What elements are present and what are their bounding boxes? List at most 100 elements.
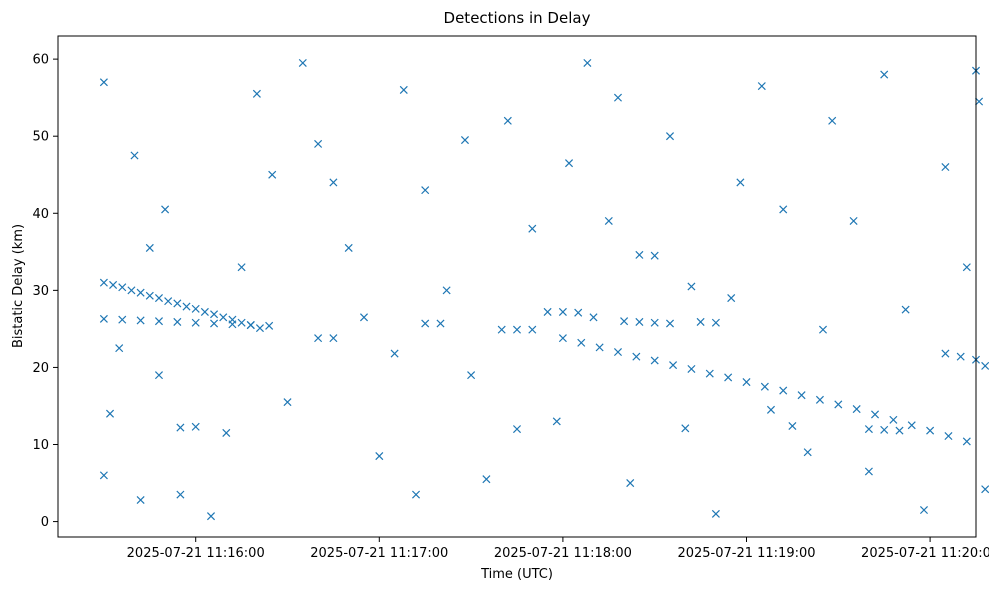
data-point (681, 424, 690, 433)
data-point (154, 294, 164, 303)
data-point (344, 243, 353, 252)
data-point (136, 316, 145, 325)
data-point (145, 243, 154, 252)
data-point (219, 313, 228, 322)
data-point (577, 338, 586, 347)
data-point (118, 315, 127, 324)
y-tick-label: 60 (32, 53, 49, 68)
data-point (650, 356, 659, 365)
data-point (975, 97, 984, 106)
data-point (390, 349, 399, 358)
x-tick-label: 2025-07-21 11:18:00 (494, 546, 632, 561)
data-point (154, 371, 164, 380)
data-point (298, 58, 307, 68)
data-point (283, 398, 292, 407)
data-point (711, 318, 720, 327)
data-point (981, 361, 989, 370)
data-point (222, 428, 231, 437)
data-point (956, 352, 965, 361)
data-point (237, 263, 246, 272)
y-tick-label: 40 (32, 207, 49, 222)
data-point (779, 205, 788, 214)
data-point (552, 417, 561, 426)
data-point (558, 334, 567, 343)
data-point (191, 422, 200, 431)
chart-title: Detections in Delay (444, 9, 591, 27)
data-point (589, 313, 598, 322)
data-point (255, 324, 264, 333)
data-point (880, 425, 889, 434)
data-point (105, 409, 115, 418)
data-point (482, 475, 491, 484)
data-point (359, 313, 369, 322)
data-point (228, 320, 237, 329)
data-point (265, 321, 274, 330)
data-point (99, 78, 108, 87)
data-point (136, 495, 145, 505)
data-point (583, 58, 592, 68)
data-point (665, 319, 675, 328)
data-point (635, 250, 644, 259)
data-point (314, 334, 323, 343)
data-point (436, 319, 445, 328)
data-point (687, 364, 696, 373)
data-point (665, 132, 675, 141)
data-point (736, 178, 745, 187)
data-point (880, 70, 889, 79)
data-point (907, 421, 916, 430)
points-layer (99, 58, 989, 521)
data-point (421, 319, 430, 328)
data-point (635, 317, 644, 326)
data-point (206, 512, 216, 521)
data-point (99, 471, 108, 480)
data-point (200, 307, 209, 316)
data-point (210, 319, 219, 328)
data-point (421, 186, 430, 195)
data-point (375, 452, 384, 461)
y-tick-label: 20 (32, 361, 49, 376)
data-point (176, 423, 185, 432)
data-point (766, 405, 776, 414)
data-point (164, 297, 173, 306)
data-point (613, 93, 623, 102)
data-point (727, 294, 736, 303)
data-point (815, 395, 824, 404)
data-point (742, 378, 751, 387)
data-point (864, 425, 873, 434)
data-point (803, 448, 812, 457)
y-tick-label: 50 (32, 130, 49, 145)
y-axis: 0 10 20 30 40 50 60 (32, 53, 58, 530)
data-point (889, 415, 898, 424)
data-point (944, 432, 953, 441)
data-point (919, 505, 929, 515)
data-point (779, 386, 788, 395)
data-point (109, 280, 118, 289)
data-point (981, 485, 989, 494)
x-tick-label: 2025-07-21 11:19:00 (677, 546, 815, 561)
data-point (99, 278, 108, 287)
data-point (191, 318, 200, 327)
data-point (849, 216, 858, 226)
data-point (962, 437, 971, 446)
data-point (161, 205, 170, 214)
data-point (268, 170, 277, 179)
data-point (411, 490, 421, 499)
plot-area-frame (57, 35, 977, 538)
x-tick-label: 2025-07-21 11:16:00 (127, 546, 265, 561)
data-point (895, 426, 904, 435)
data-point (604, 216, 613, 226)
data-point (127, 286, 136, 295)
data-point (650, 318, 659, 327)
data-point (650, 251, 659, 260)
data-point (503, 116, 512, 125)
data-point (329, 178, 338, 187)
data-point (696, 317, 705, 326)
data-point (237, 318, 246, 327)
data-point (467, 371, 476, 380)
data-point (497, 325, 506, 334)
data-point (442, 286, 451, 295)
data-point (711, 509, 720, 518)
data-point (246, 321, 255, 330)
data-point (118, 283, 127, 292)
data-point (797, 391, 806, 400)
